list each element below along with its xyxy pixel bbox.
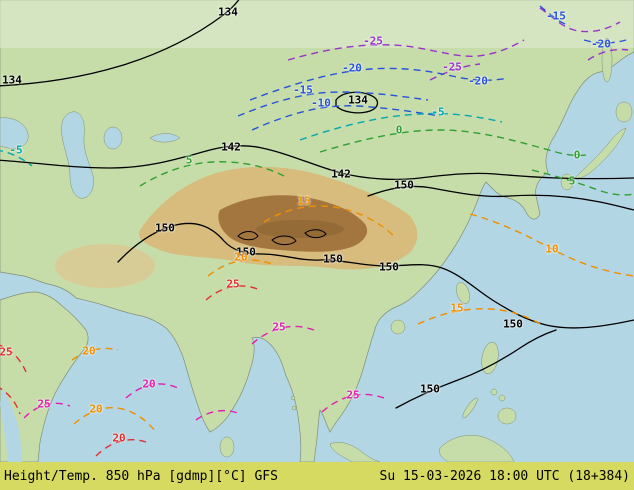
tibet-contour-detail-3 [304, 229, 327, 239]
sakhalin-island [601, 37, 613, 83]
isotherm-minus5-west [0, 150, 33, 167]
isotherm-minus25-a [287, 39, 525, 61]
iranian-plateau [55, 244, 155, 288]
isotherm-purple-ne-2 [587, 48, 629, 61]
isotherm-20-india [125, 383, 179, 399]
tibet-contour-detail-1 [237, 231, 259, 241]
isotherm-minus15-ne [539, 5, 571, 27]
isotherm-0 [319, 129, 587, 157]
caspian-sea [61, 111, 94, 199]
isotherms-orange [71, 205, 634, 433]
aral-sea [103, 126, 123, 150]
andaman-island-2 [291, 405, 297, 411]
isotherm-25-b [251, 325, 315, 345]
isotherm-5-west [139, 161, 285, 187]
isotherm-15-se [417, 308, 545, 327]
height-contours [0, 0, 634, 409]
isotherm-20-a [207, 259, 273, 277]
isotherm-25-west [23, 402, 71, 419]
isotherms-blue [237, 5, 627, 131]
height-contour-134-b [335, 91, 379, 114]
isotherms-red [0, 285, 261, 457]
isotherm-25-a [205, 285, 261, 301]
isotherm-minus5-a [299, 112, 503, 141]
height-contour-150-south [395, 329, 557, 409]
hokkaido-island [615, 101, 633, 123]
footer-bar: Height/Temp. 850 hPa [gdmp][°C] GFS Su 1… [0, 462, 634, 490]
kyushu-island [560, 173, 574, 191]
isotherm-purple-ne-1 [539, 7, 621, 33]
arabian-peninsula [0, 291, 89, 462]
isotherms-purple [287, 7, 629, 81]
northern-pale-terrain [0, 0, 634, 48]
tibet-contour-detail-2 [271, 235, 297, 246]
isotherm-minus25-b [429, 63, 481, 81]
isotherms-magenta [23, 325, 385, 421]
isotherm-magenta-s-india [195, 409, 241, 421]
isotherm-25-arabia-1 [0, 344, 27, 373]
taiwan-island [456, 282, 470, 304]
visayas-island-2 [498, 394, 506, 402]
honshu-island [574, 127, 627, 179]
lake-balkhash [149, 133, 181, 143]
sri-lanka-island [219, 436, 235, 458]
basemap [0, 0, 634, 462]
isotherm-15-a [263, 205, 397, 239]
isotherm-25-bay [321, 393, 385, 413]
isotherm-minus20-ne [583, 39, 627, 44]
isotherm-20-west [71, 347, 119, 361]
isotherm-minus20-a [249, 67, 509, 101]
map-datetime: Su 15-03-2026 18:00 UTC (18+384) [379, 468, 630, 484]
luzon-island [481, 341, 499, 375]
palawan-island [462, 397, 478, 419]
isotherm-minus10 [251, 105, 441, 131]
isotherm-20-sw [73, 406, 157, 433]
isotherms-green [139, 129, 634, 196]
mindanao-island [497, 407, 517, 425]
isotherms-cyan [0, 112, 503, 167]
height-contour-150-main [117, 222, 634, 329]
red-sea [0, 388, 22, 462]
height-contour-134-a [0, 0, 240, 87]
andaman-island [290, 395, 296, 401]
isotherm-10-east [469, 213, 634, 277]
height-contour-142 [0, 145, 634, 181]
hainan-island [390, 319, 406, 335]
map-title: Height/Temp. 850 hPa [gdmp][°C] GFS [4, 468, 278, 484]
height-contour-150-north [367, 185, 634, 211]
visayas-island [490, 388, 498, 396]
sumatra-island [329, 442, 381, 462]
black-sea [0, 117, 29, 149]
himalaya-ridge [256, 220, 344, 238]
map-area: 134 134 134 142 142 150 150 150 150 150 150 150 -25-… [0, 0, 634, 462]
borneo-island [439, 435, 515, 462]
isotherm-20-s-india [95, 438, 147, 457]
